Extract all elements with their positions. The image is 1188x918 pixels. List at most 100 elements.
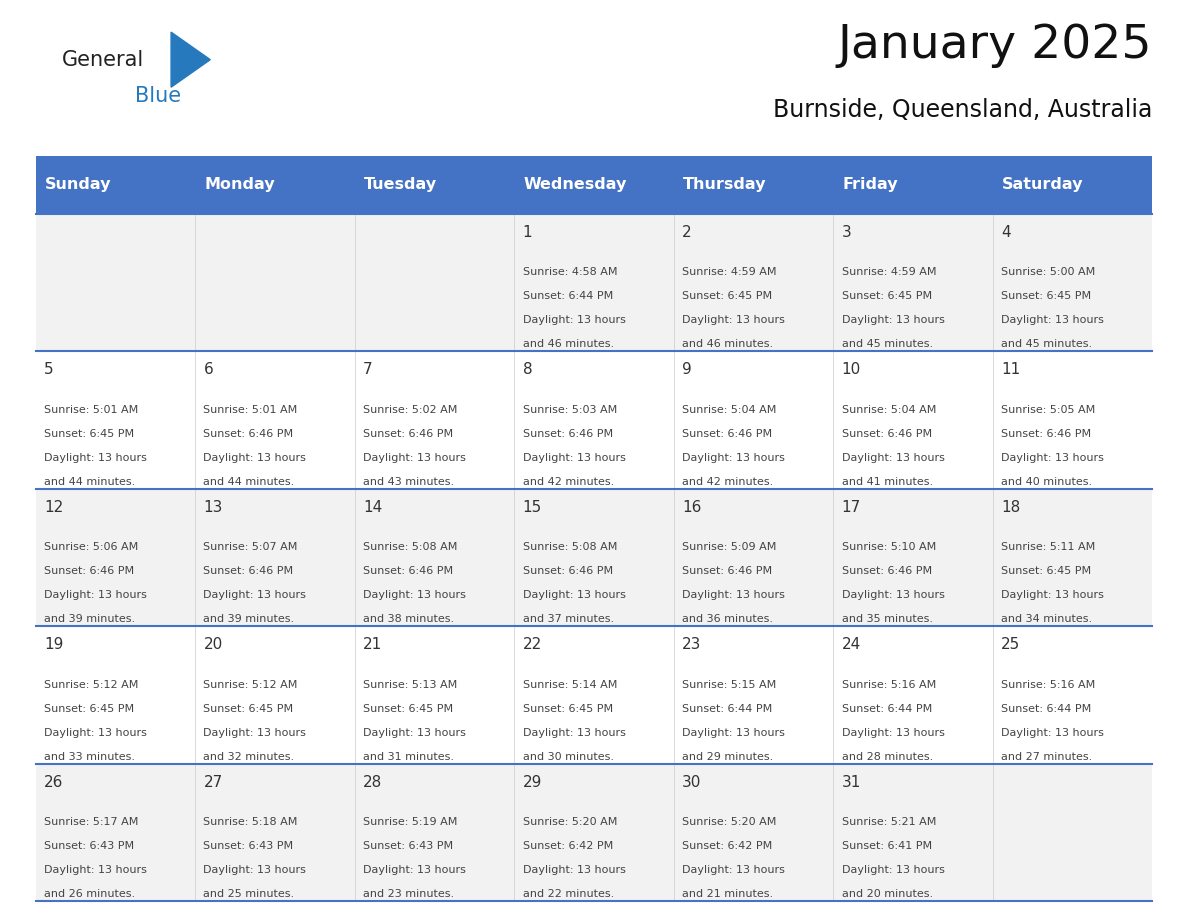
Bar — [36, 214, 1152, 352]
Text: 20: 20 — [203, 637, 222, 653]
Text: 12: 12 — [44, 500, 63, 515]
Text: Daylight: 13 hours: Daylight: 13 hours — [44, 866, 147, 876]
Text: Wednesday: Wednesday — [524, 177, 627, 193]
Text: 19: 19 — [44, 637, 63, 653]
Text: Sunset: 6:45 PM: Sunset: 6:45 PM — [523, 704, 613, 714]
Text: Sunset: 6:46 PM: Sunset: 6:46 PM — [841, 566, 931, 577]
Text: Sunset: 6:44 PM: Sunset: 6:44 PM — [841, 704, 931, 714]
Text: and 22 minutes.: and 22 minutes. — [523, 890, 614, 900]
Text: Sunrise: 5:06 AM: Sunrise: 5:06 AM — [44, 543, 138, 552]
Text: Thursday: Thursday — [683, 177, 766, 193]
Bar — [36, 156, 1152, 214]
Text: and 34 minutes.: and 34 minutes. — [1001, 614, 1092, 624]
Text: Sunrise: 5:08 AM: Sunrise: 5:08 AM — [523, 543, 617, 552]
Text: 21: 21 — [364, 637, 383, 653]
Text: Blue: Blue — [135, 86, 182, 106]
Text: 6: 6 — [203, 363, 213, 377]
Text: Friday: Friday — [842, 177, 898, 193]
Text: Daylight: 13 hours: Daylight: 13 hours — [841, 728, 944, 738]
Text: Daylight: 13 hours: Daylight: 13 hours — [364, 728, 466, 738]
Text: Sunrise: 5:19 AM: Sunrise: 5:19 AM — [364, 817, 457, 827]
Text: and 40 minutes.: and 40 minutes. — [1001, 476, 1092, 487]
Text: and 38 minutes.: and 38 minutes. — [364, 614, 454, 624]
Text: 5: 5 — [44, 363, 53, 377]
Text: Daylight: 13 hours: Daylight: 13 hours — [1001, 315, 1104, 325]
Text: 3: 3 — [841, 225, 852, 240]
Text: January 2025: January 2025 — [838, 23, 1152, 69]
Text: Daylight: 13 hours: Daylight: 13 hours — [523, 453, 625, 463]
Text: Sunset: 6:45 PM: Sunset: 6:45 PM — [364, 704, 453, 714]
Text: 28: 28 — [364, 775, 383, 790]
Text: 8: 8 — [523, 363, 532, 377]
Text: Daylight: 13 hours: Daylight: 13 hours — [682, 728, 785, 738]
Text: 10: 10 — [841, 363, 861, 377]
Text: 24: 24 — [841, 637, 861, 653]
Text: and 43 minutes.: and 43 minutes. — [364, 476, 454, 487]
Text: Daylight: 13 hours: Daylight: 13 hours — [364, 453, 466, 463]
Text: Sunset: 6:46 PM: Sunset: 6:46 PM — [364, 429, 453, 439]
Text: Sunset: 6:46 PM: Sunset: 6:46 PM — [523, 429, 613, 439]
Text: Sunset: 6:45 PM: Sunset: 6:45 PM — [682, 291, 772, 301]
Text: Sunrise: 5:01 AM: Sunrise: 5:01 AM — [203, 405, 298, 415]
Text: Sunset: 6:46 PM: Sunset: 6:46 PM — [682, 429, 772, 439]
Text: and 46 minutes.: and 46 minutes. — [682, 340, 773, 350]
Text: and 28 minutes.: and 28 minutes. — [841, 752, 933, 762]
Text: Burnside, Queensland, Australia: Burnside, Queensland, Australia — [773, 98, 1152, 122]
Text: 17: 17 — [841, 500, 861, 515]
Text: 13: 13 — [203, 500, 223, 515]
Text: Monday: Monday — [204, 177, 276, 193]
Text: and 41 minutes.: and 41 minutes. — [841, 476, 933, 487]
Text: Daylight: 13 hours: Daylight: 13 hours — [841, 590, 944, 600]
Text: Sunset: 6:45 PM: Sunset: 6:45 PM — [1001, 291, 1092, 301]
Text: 2: 2 — [682, 225, 691, 240]
Text: Daylight: 13 hours: Daylight: 13 hours — [841, 315, 944, 325]
Text: Sunrise: 5:09 AM: Sunrise: 5:09 AM — [682, 543, 777, 552]
Text: and 30 minutes.: and 30 minutes. — [523, 752, 613, 762]
Text: Sunset: 6:44 PM: Sunset: 6:44 PM — [523, 291, 613, 301]
Text: Sunset: 6:45 PM: Sunset: 6:45 PM — [203, 704, 293, 714]
Text: and 25 minutes.: and 25 minutes. — [203, 890, 295, 900]
Text: Sunset: 6:45 PM: Sunset: 6:45 PM — [1001, 566, 1092, 577]
Text: Daylight: 13 hours: Daylight: 13 hours — [44, 590, 147, 600]
Text: Daylight: 13 hours: Daylight: 13 hours — [203, 866, 307, 876]
Text: Daylight: 13 hours: Daylight: 13 hours — [1001, 728, 1104, 738]
Text: Daylight: 13 hours: Daylight: 13 hours — [44, 728, 147, 738]
Text: Sunrise: 5:17 AM: Sunrise: 5:17 AM — [44, 817, 138, 827]
Text: and 36 minutes.: and 36 minutes. — [682, 614, 773, 624]
Text: and 42 minutes.: and 42 minutes. — [523, 476, 614, 487]
Text: and 39 minutes.: and 39 minutes. — [203, 614, 295, 624]
Text: Sunrise: 4:59 AM: Sunrise: 4:59 AM — [682, 267, 777, 277]
Text: Sunset: 6:46 PM: Sunset: 6:46 PM — [1001, 429, 1092, 439]
Bar — [36, 764, 1152, 901]
Text: Sunrise: 5:20 AM: Sunrise: 5:20 AM — [523, 817, 617, 827]
Text: and 45 minutes.: and 45 minutes. — [1001, 340, 1092, 350]
Text: Sunset: 6:45 PM: Sunset: 6:45 PM — [44, 704, 134, 714]
Text: Sunset: 6:42 PM: Sunset: 6:42 PM — [523, 841, 613, 851]
Text: 31: 31 — [841, 775, 861, 790]
Text: Daylight: 13 hours: Daylight: 13 hours — [523, 590, 625, 600]
Text: Sunset: 6:45 PM: Sunset: 6:45 PM — [841, 291, 931, 301]
Text: Sunset: 6:42 PM: Sunset: 6:42 PM — [682, 841, 772, 851]
Text: 30: 30 — [682, 775, 701, 790]
Text: Sunrise: 5:14 AM: Sunrise: 5:14 AM — [523, 679, 617, 689]
Text: and 46 minutes.: and 46 minutes. — [523, 340, 614, 350]
Text: and 37 minutes.: and 37 minutes. — [523, 614, 614, 624]
Text: Daylight: 13 hours: Daylight: 13 hours — [523, 866, 625, 876]
Text: Sunset: 6:41 PM: Sunset: 6:41 PM — [841, 841, 931, 851]
Text: and 26 minutes.: and 26 minutes. — [44, 890, 135, 900]
Polygon shape — [171, 32, 210, 87]
Text: Sunset: 6:46 PM: Sunset: 6:46 PM — [682, 566, 772, 577]
Text: Sunrise: 5:00 AM: Sunrise: 5:00 AM — [1001, 267, 1095, 277]
Text: Sunset: 6:43 PM: Sunset: 6:43 PM — [44, 841, 134, 851]
Text: Daylight: 13 hours: Daylight: 13 hours — [1001, 453, 1104, 463]
Text: Sunrise: 5:12 AM: Sunrise: 5:12 AM — [203, 679, 298, 689]
Text: Sunday: Sunday — [45, 177, 112, 193]
Text: 26: 26 — [44, 775, 63, 790]
Text: and 35 minutes.: and 35 minutes. — [841, 614, 933, 624]
Text: Sunset: 6:45 PM: Sunset: 6:45 PM — [44, 429, 134, 439]
Text: Sunrise: 5:05 AM: Sunrise: 5:05 AM — [1001, 405, 1095, 415]
Text: Sunset: 6:43 PM: Sunset: 6:43 PM — [364, 841, 453, 851]
Text: Sunrise: 4:59 AM: Sunrise: 4:59 AM — [841, 267, 936, 277]
Text: Daylight: 13 hours: Daylight: 13 hours — [682, 866, 785, 876]
Text: Sunrise: 5:18 AM: Sunrise: 5:18 AM — [203, 817, 298, 827]
